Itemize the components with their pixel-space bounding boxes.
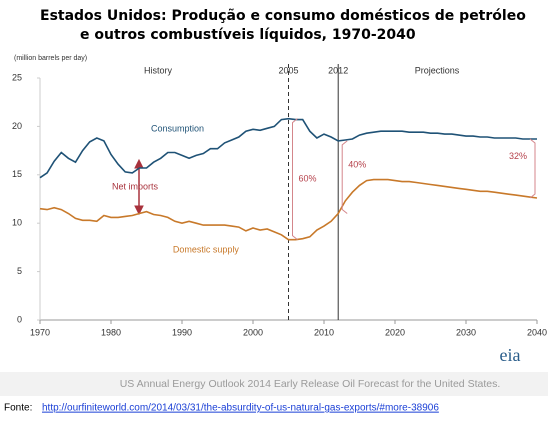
caption: US Annual Energy Outlook 2014 Early Rele… xyxy=(120,378,501,390)
series-label: Domestic supply xyxy=(173,245,240,255)
reference-label: 2005 xyxy=(278,65,298,75)
net-imports-label: Net imports xyxy=(112,181,159,191)
bracket-label: 40% xyxy=(348,160,366,170)
x-tick-label: 1970 xyxy=(30,327,50,337)
y-tick-label: 15 xyxy=(12,169,22,179)
bracket xyxy=(341,140,348,214)
reference-label: 2012 xyxy=(328,65,348,75)
x-tick-label: 1980 xyxy=(101,327,121,337)
x-tick-label: 2000 xyxy=(243,327,263,337)
chart-title: Estados Unidos: Produção e consumo domés… xyxy=(40,8,526,24)
period-label: History xyxy=(144,65,173,75)
y-axis-label: (million barrels per day) xyxy=(14,55,87,62)
y-tick-label: 20 xyxy=(12,121,22,131)
x-tick-label: 2030 xyxy=(456,327,476,337)
y-tick-label: 25 xyxy=(12,72,22,82)
logo: eia xyxy=(500,345,521,365)
caption-band xyxy=(0,372,548,396)
y-tick-label: 10 xyxy=(12,218,22,228)
source-prefix: Fonte: xyxy=(4,403,32,414)
period-label: Projections xyxy=(415,65,460,75)
bracket-label: 60% xyxy=(299,174,317,184)
chart-title: e outros combustíveis líquidos, 1970-204… xyxy=(80,27,416,43)
series-line xyxy=(39,117,537,179)
x-tick-label: 2020 xyxy=(385,327,405,337)
x-tick-label: 2040 xyxy=(527,327,547,337)
bracket xyxy=(529,138,536,199)
series-label: Consumption xyxy=(151,124,204,134)
bracket xyxy=(292,118,298,241)
bracket-label: 32% xyxy=(509,151,527,161)
series-line xyxy=(39,178,538,241)
x-tick-label: 2010 xyxy=(314,327,334,337)
y-tick-label: 0 xyxy=(17,314,22,324)
net-imports-arrow xyxy=(134,158,144,216)
source-link[interactable]: http://ourfiniteworld.com/2014/03/31/the… xyxy=(42,403,439,414)
x-tick-label: 1990 xyxy=(172,327,192,337)
y-tick-label: 5 xyxy=(17,266,22,276)
